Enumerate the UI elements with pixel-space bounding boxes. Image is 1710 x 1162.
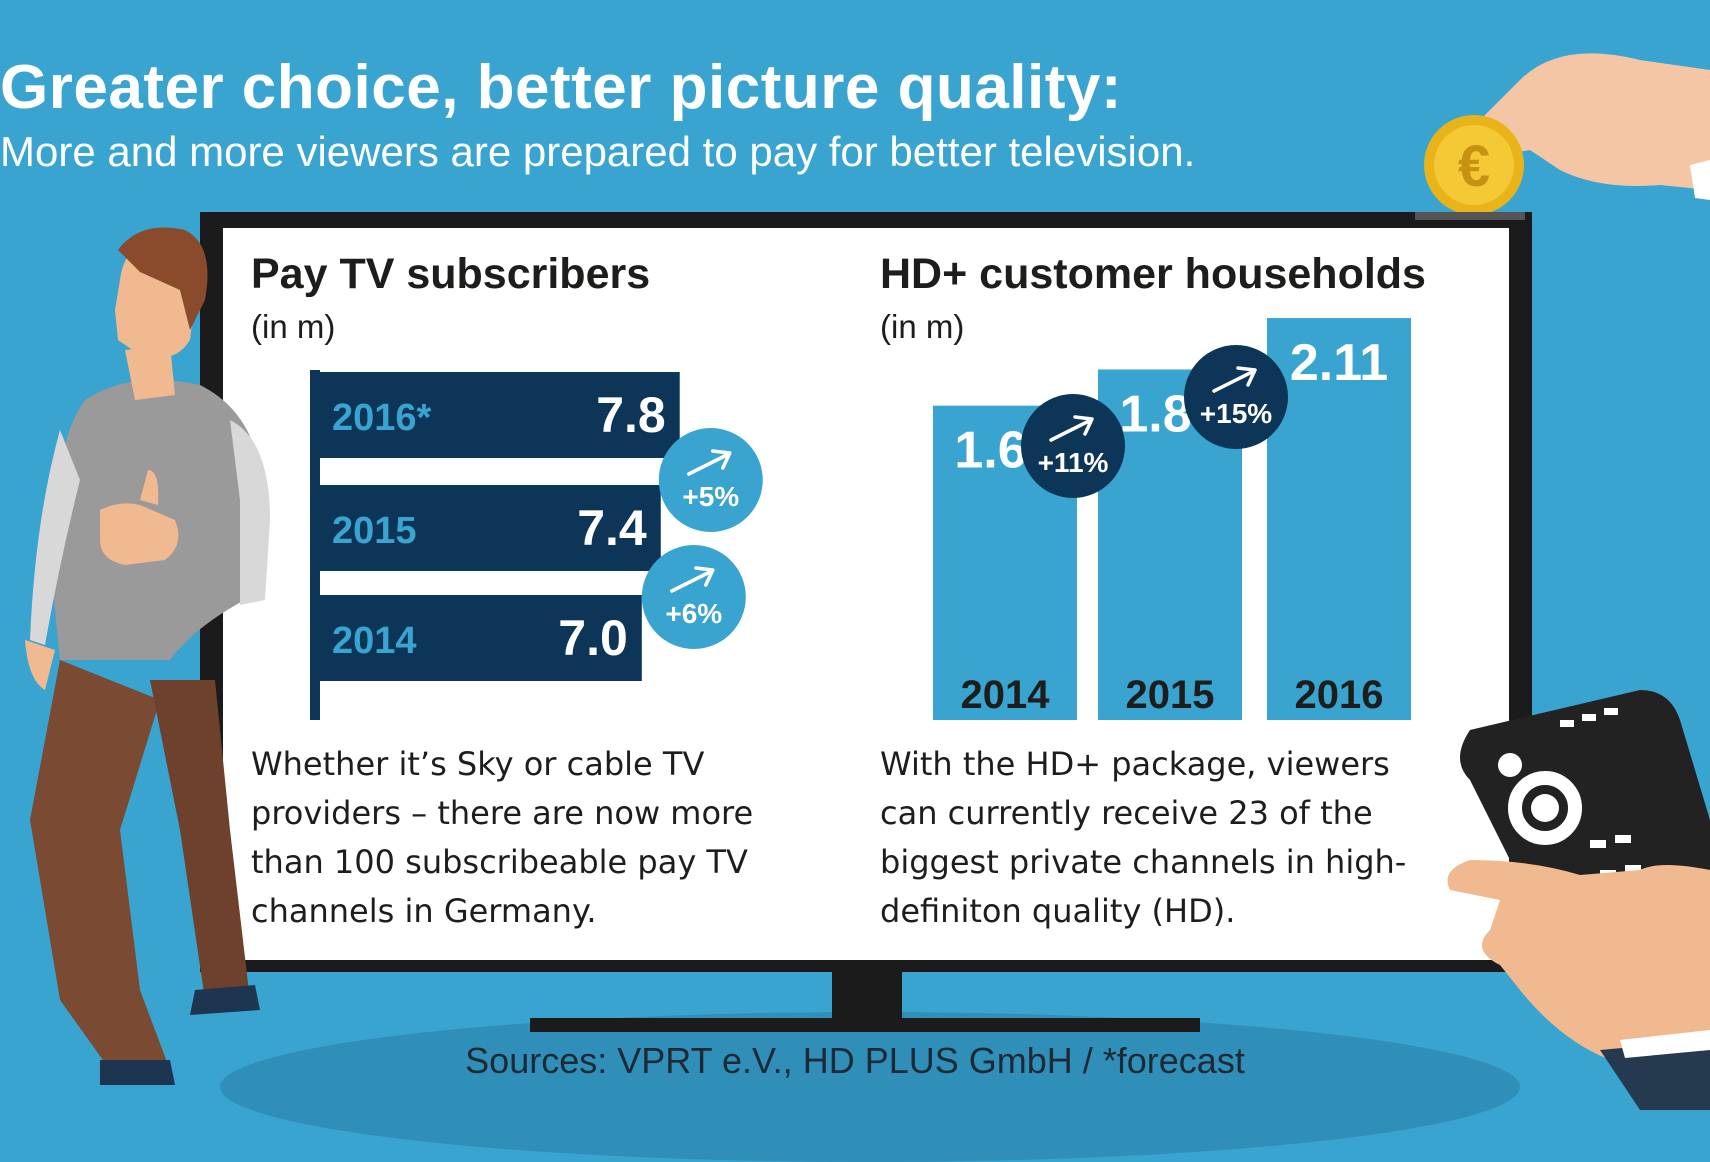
growth-badge-circle	[1021, 394, 1125, 498]
category-label: 2016	[1295, 673, 1384, 717]
growth-badge-label: +15%	[1200, 398, 1272, 429]
growth-badge-circle	[1184, 345, 1288, 449]
category-label: 2014	[961, 673, 1051, 717]
man-illustration-icon	[25, 228, 270, 1086]
value-label: 7.0	[558, 610, 628, 666]
growth-badge-circle	[659, 428, 763, 532]
category-label: 2016*	[332, 397, 432, 439]
category-label: 2014	[332, 620, 417, 662]
growth-badge: +5%	[659, 428, 763, 532]
growth-badge-circle	[642, 545, 746, 649]
growth-badge-label: +5%	[682, 481, 739, 512]
growth-badge: +11%	[1021, 394, 1125, 498]
growth-badge: +6%	[642, 545, 746, 649]
value-label: 7.4	[577, 500, 647, 556]
source-note: Sources: VPRT e.V., HD PLUS GmbH / *fore…	[0, 1040, 1710, 1082]
growth-badge-label: +6%	[665, 598, 722, 629]
euro-coin-icon: €	[1424, 115, 1524, 215]
growth-badge-label: +11%	[1038, 447, 1109, 478]
pay-tv-chart: 2016* 7.8 2015 7.4 2014 7.0 +5% +6%	[310, 370, 763, 720]
category-label: 2015	[1126, 673, 1215, 717]
value-label: 7.8	[596, 387, 666, 443]
infographic-canvas: € 2016* 7.8	[0, 0, 1710, 1110]
value-label: 2.11	[1290, 334, 1388, 392]
category-label: 2015	[332, 510, 417, 552]
growth-badge: +15%	[1184, 345, 1288, 449]
svg-text:€: €	[1458, 134, 1490, 199]
